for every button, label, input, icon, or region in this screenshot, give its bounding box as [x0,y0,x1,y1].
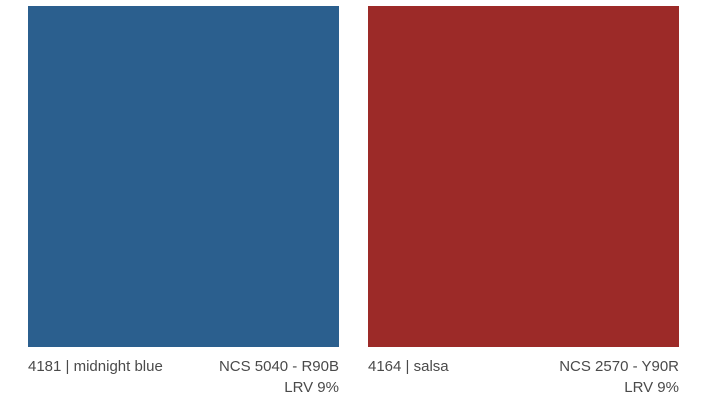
color-card-midnight-blue: 4181 | midnight blue NCS 5040 - R90B LRV… [28,6,339,407]
ncs-code: NCS 5040 - R90B [218,358,339,375]
color-swatch-midnight-blue [28,6,339,347]
ncs-code: NCS 2570 - Y90R [559,358,679,375]
color-name: 4164 | salsa [368,358,449,375]
color-info: 4164 | salsa NCS 2570 - Y90R LRV 9% [368,357,679,407]
color-info: 4181 | midnight blue NCS 5040 - R90B LRV… [28,357,339,407]
color-card-salsa: 4164 | salsa NCS 2570 - Y90R LRV 9% [368,6,679,407]
lrv-value: LRV 9% [284,379,339,396]
lrv-value: LRV 9% [624,379,679,396]
color-name: 4181 | midnight blue [28,358,163,375]
color-swatch-salsa [368,6,679,347]
